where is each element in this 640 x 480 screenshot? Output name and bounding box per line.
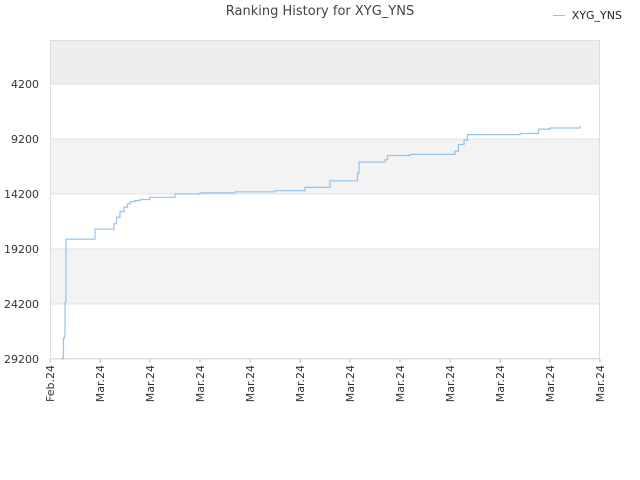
x-tick-label: Mar.24: [144, 365, 157, 402]
legend-label-xyg-yns: XYG_YNS: [571, 9, 622, 22]
grid-band: [50, 84, 600, 139]
y-tick-label: 19200: [4, 243, 39, 256]
y-tick-label: 29200: [4, 353, 39, 366]
grid-band: [50, 304, 600, 359]
y-tick-label: 4200: [11, 78, 39, 91]
legend[interactable]: XYG_YNS: [552, 9, 622, 22]
plot-border: [50, 40, 600, 359]
legend-swatch-xyg-yns: [552, 15, 565, 16]
y-tick-label: 14200: [4, 188, 39, 201]
grid-band: [50, 40, 600, 84]
x-tick-label: Mar.24: [344, 365, 357, 402]
chart-title: Ranking History for XYG_YNS: [225, 4, 415, 19]
grid-band: [50, 139, 600, 194]
x-tick-label: Mar.24: [94, 365, 107, 402]
y-tick-label: 9200: [11, 133, 39, 146]
x-tick-label: Mar.24: [244, 365, 257, 402]
grid-band: [50, 249, 600, 304]
x-tick-label: Mar.24: [194, 365, 207, 402]
y-tick-label: 24200: [4, 298, 39, 311]
series-line-0: [61, 125, 581, 360]
x-tick-label: Feb.24: [44, 365, 57, 402]
x-tick-label: Mar.24: [294, 365, 307, 402]
x-tick-label: Mar.24: [394, 365, 407, 402]
x-tick-label: Mar.24: [494, 365, 507, 402]
x-tick-label: Mar.24: [594, 365, 607, 402]
x-tick-label: Mar.24: [444, 365, 457, 402]
x-tick-label: Mar.24: [544, 365, 557, 402]
grid-band: [50, 194, 600, 249]
